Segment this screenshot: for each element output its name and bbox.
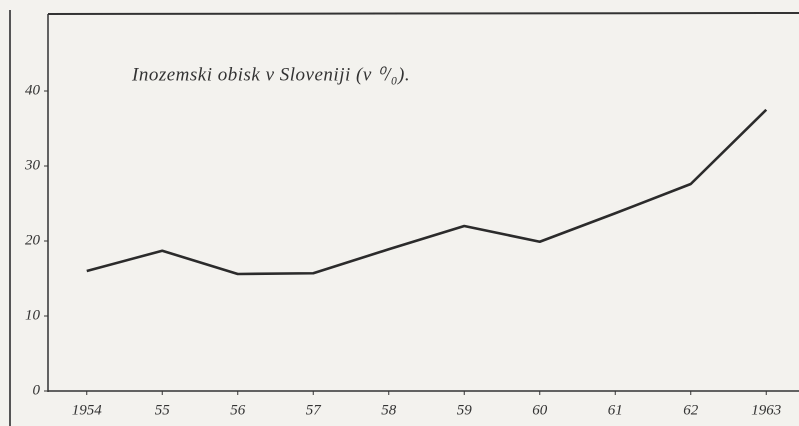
x-tick-label: 1954 [72, 402, 103, 418]
x-tick-label: 57 [306, 402, 323, 418]
x-tick-label: 59 [457, 402, 473, 418]
x-tick-label: 1963 [751, 402, 781, 418]
frame-top [47, 12, 799, 15]
x-tick-label: 61 [608, 402, 623, 418]
x-tick-label: 62 [683, 402, 699, 418]
x-tick-label: 60 [532, 402, 548, 418]
data-line [86, 108, 768, 276]
x-tick-label: 58 [381, 402, 397, 418]
x-tick-label: 56 [230, 402, 246, 418]
y-tick-label: 20 [25, 232, 41, 248]
x-tick-label: 55 [155, 402, 171, 418]
y-tick-label: 0 [33, 382, 41, 398]
y-tick-label: 40 [25, 82, 41, 98]
chart-title: Inozemski obisk v Sloveniji (v ⁰/₀). [131, 64, 410, 85]
y-tick-label: 10 [25, 307, 41, 323]
y-tick-label: 30 [24, 157, 41, 173]
